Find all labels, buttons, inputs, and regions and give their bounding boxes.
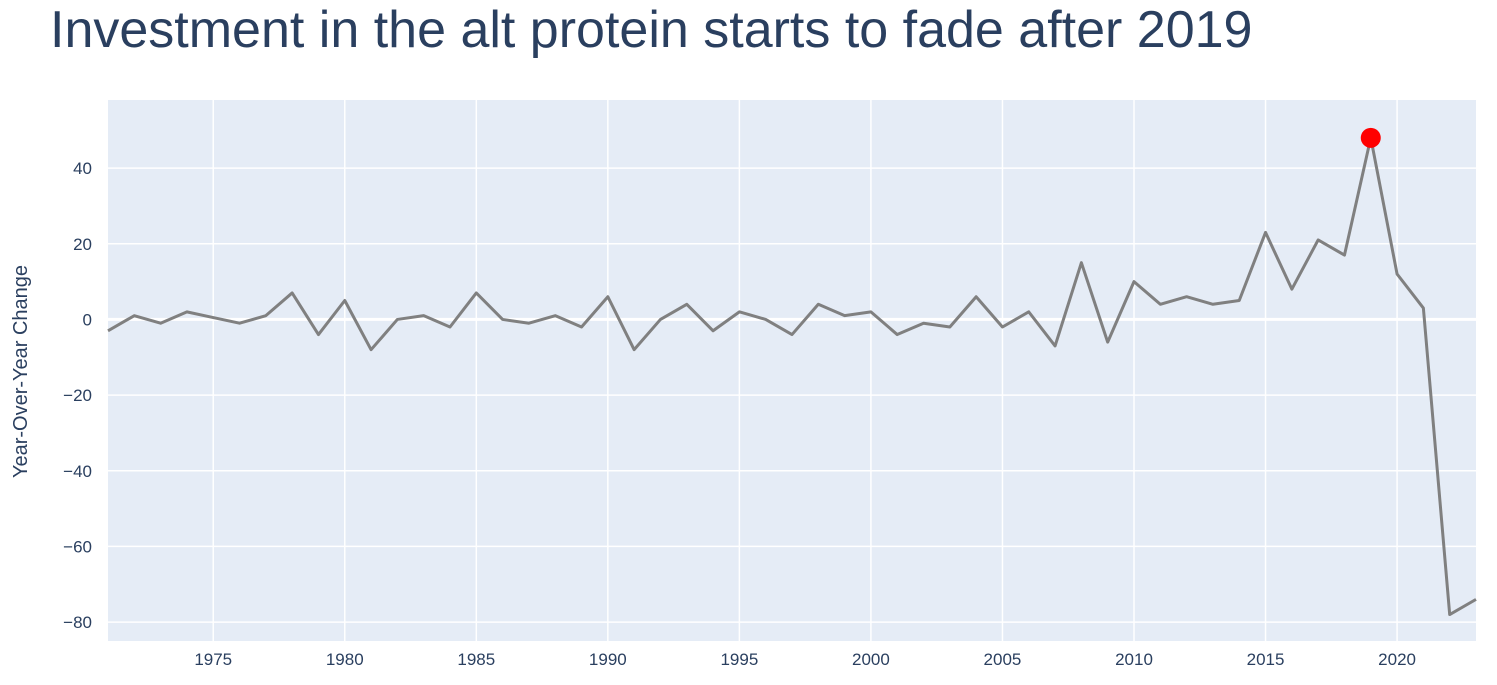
x-tick-label: 2015 [1247,650,1285,669]
series-layer [107,127,1477,617]
y-tick-label: 0 [83,310,92,329]
highlight-point [1360,127,1381,148]
x-tick-label: 1995 [720,650,758,669]
x-tick-label: 1990 [589,650,627,669]
x-tick-label: 1985 [457,650,495,669]
chart-title: Investment in the alt protein starts to … [50,1,1253,59]
x-tick-label: 2005 [984,650,1022,669]
x-tick-label: 1975 [194,650,232,669]
x-tick-label: 2000 [852,650,890,669]
plot-area [108,100,1476,641]
y-axis-title: Year-Over-Year Change [10,265,32,478]
y-tick-label: −80 [63,613,92,632]
series-line [107,136,1477,617]
y-tick-label: −60 [63,537,92,556]
y-tick-label: −20 [63,386,92,405]
x-tick-label: 2010 [1115,650,1153,669]
x-axis: 1975 1980 1985 1990 1995 2000 2005 2010 2015 2020 [194,650,1416,669]
y-tick-label: −40 [63,462,92,481]
x-tick-label: 1980 [326,650,364,669]
y-tick-label: 40 [73,159,92,178]
x-tick-label: 2020 [1378,650,1416,669]
grid-lines [108,100,1476,641]
y-tick-label: 20 [73,235,92,254]
y-axis: −80 −60 −40 −20 0 20 40 [63,159,92,632]
